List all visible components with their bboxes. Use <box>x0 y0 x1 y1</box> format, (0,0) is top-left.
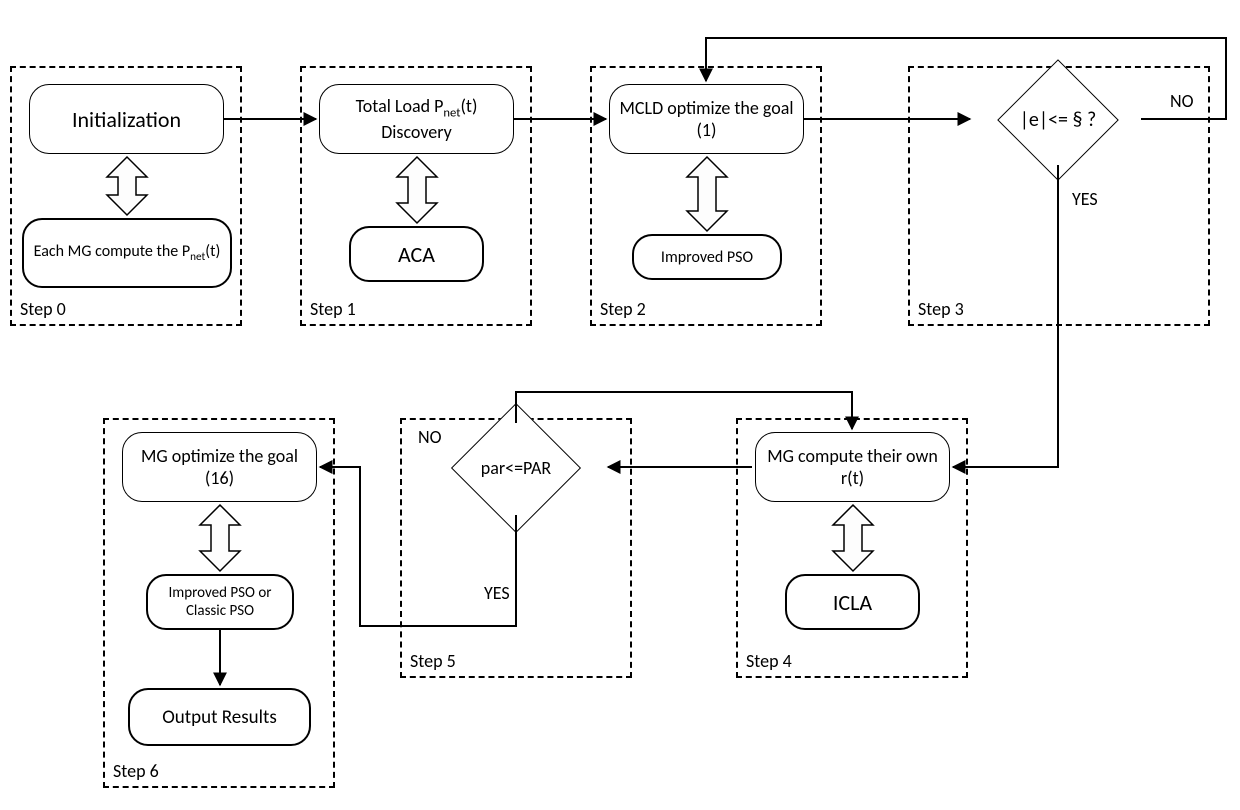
step6-label: Step 6 <box>113 760 159 782</box>
step4-label: Step 4 <box>746 650 792 672</box>
edge-label-d1-yes: YES <box>1072 188 1098 210</box>
edge-label-d2-no: NO <box>418 426 442 448</box>
node-output-results: Output Results <box>128 688 311 746</box>
node-icla-label: ICLA <box>833 589 872 616</box>
step1-label: Step 1 <box>310 298 356 320</box>
node-each-mg-compute: Each MG compute the Pnet(t) <box>22 218 232 288</box>
node-output-results-label: Output Results <box>162 706 277 729</box>
edge-label-d2-yes: YES <box>484 582 510 604</box>
node-mg-rt-label: MG compute their own r(t) <box>764 445 941 489</box>
node-improved-pso: Improved PSO <box>632 234 782 280</box>
step2-label: Step 2 <box>600 298 646 320</box>
step0-label: Step 0 <box>20 298 66 320</box>
node-total-load-label: Total Load Pnet(t) Discovery <box>328 95 505 143</box>
decision-e-leq-sigma-label: |e|<= § ? <box>985 100 1131 140</box>
node-mg-rt: MG compute their own r(t) <box>755 432 950 502</box>
node-mg-opt-16: MG optimize the goal (16) <box>122 432 317 502</box>
node-mcld-label: MCLD optimize the goal (1) <box>618 97 795 141</box>
node-each-mg-compute-label: Each MG compute the Pnet(t) <box>34 242 221 264</box>
edge-label-d1-no: NO <box>1170 90 1194 112</box>
node-total-load: Total Load Pnet(t) Discovery <box>319 84 514 154</box>
decision-par-leq-PAR-label: par<=PAR <box>442 448 590 488</box>
step3-label: Step 3 <box>918 298 964 320</box>
node-aca: ACA <box>349 226 484 282</box>
node-icla: ICLA <box>785 574 920 630</box>
node-ipso-or-cpso: Improved PSO or Classic PSO <box>146 574 294 630</box>
node-ipso-or-cpso-label: Improved PSO or Classic PSO <box>156 584 284 620</box>
node-initialization-label: Initialization <box>72 106 181 133</box>
node-improved-pso-label: Improved PSO <box>661 248 753 267</box>
node-initialization: Initialization <box>29 84 224 154</box>
node-mcld: MCLD optimize the goal (1) <box>609 84 804 154</box>
node-aca-label: ACA <box>398 241 435 268</box>
step5-label: Step 5 <box>410 650 456 672</box>
node-mg-opt-16-label: MG optimize the goal (16) <box>131 445 308 489</box>
